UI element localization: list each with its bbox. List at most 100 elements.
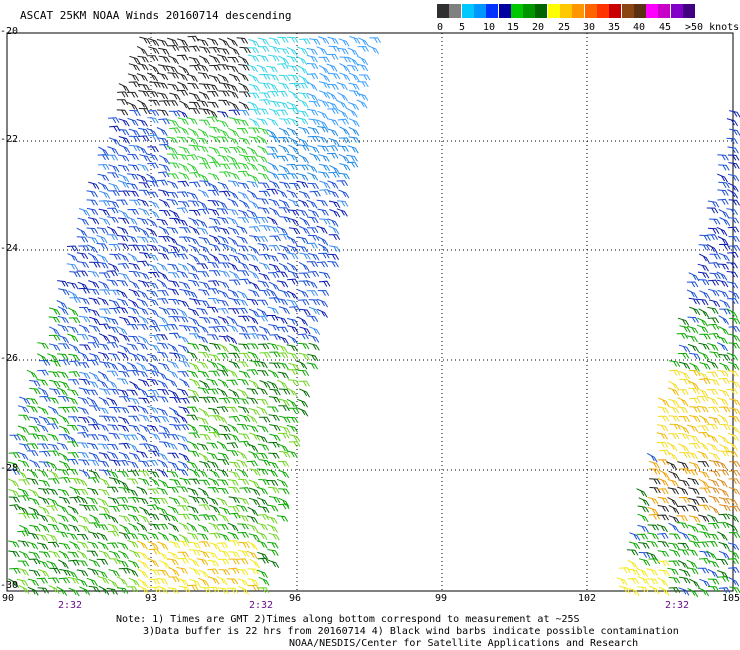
wind-barb <box>249 136 261 144</box>
wind-barb <box>167 461 179 470</box>
wind-barb <box>279 181 291 189</box>
wind-barb <box>107 542 119 549</box>
wind-barb <box>209 217 221 226</box>
wind-barb <box>256 360 268 369</box>
wind-barb <box>718 550 730 560</box>
wind-barb <box>59 568 71 577</box>
wind-barb <box>338 172 350 180</box>
wind-barb <box>298 225 310 235</box>
wind-barb <box>286 299 298 307</box>
wind-barb <box>709 272 721 280</box>
colorbar-label: 40 <box>633 22 646 33</box>
wind-barb <box>678 370 690 380</box>
wind-barb <box>249 360 261 368</box>
wind-barb <box>697 450 709 460</box>
wind-barb <box>326 101 339 110</box>
wind-barb <box>238 370 251 379</box>
wind-barb <box>658 469 670 480</box>
wind-barb <box>179 100 190 110</box>
wind-barb <box>156 452 168 461</box>
wind-barb <box>228 433 240 442</box>
wind-barb <box>257 280 270 288</box>
wind-barb <box>249 226 261 233</box>
wind-barb <box>78 315 91 323</box>
wind-barb <box>717 154 729 161</box>
wind-barb <box>228 415 241 422</box>
wind-barb <box>318 171 330 179</box>
wind-barb <box>38 569 50 578</box>
wind-barb <box>686 549 698 557</box>
wind-barb <box>106 154 119 161</box>
wind-barb <box>87 359 99 366</box>
wind-barb <box>226 244 238 254</box>
wind-barb <box>136 173 148 183</box>
wind-barb <box>146 227 158 237</box>
wind-barb <box>99 217 111 226</box>
wind-barb <box>58 334 70 344</box>
wind-barb <box>316 46 328 55</box>
wind-barb <box>227 531 239 540</box>
wind-barb <box>26 397 39 405</box>
wind-barb <box>186 262 198 273</box>
wind-barb <box>226 442 239 449</box>
wind-barb <box>98 333 110 343</box>
wind-barb <box>247 568 259 575</box>
wind-barb <box>278 207 291 214</box>
wind-barb <box>257 399 269 406</box>
wind-barb <box>99 308 111 315</box>
wind-barb <box>726 352 739 361</box>
wind-barb <box>138 271 150 280</box>
wind-barb <box>226 37 238 47</box>
wind-barb <box>137 560 149 569</box>
wind-barb <box>707 514 719 524</box>
colorbar-swatch <box>596 4 609 18</box>
wind-barb <box>348 136 361 144</box>
wind-barb <box>229 146 241 154</box>
wind-barb <box>76 541 89 549</box>
wind-barb <box>88 371 100 381</box>
wind-barb <box>158 189 170 197</box>
wind-barb <box>276 90 288 97</box>
wind-barb <box>216 208 229 215</box>
wind-barb <box>276 189 288 199</box>
wind-barb <box>97 379 109 389</box>
wind-barb <box>726 208 738 216</box>
wind-barb <box>186 522 198 532</box>
wind-barb <box>698 557 711 564</box>
wind-barb <box>727 251 739 258</box>
wind-barb <box>346 161 359 168</box>
wind-barb <box>646 578 659 585</box>
wind-barb <box>176 253 189 260</box>
wind-barb <box>87 252 99 263</box>
wind-barb <box>126 91 139 98</box>
wind-barb <box>127 101 139 111</box>
wind-barb <box>658 397 670 407</box>
wind-barb <box>217 452 230 460</box>
wind-barb <box>228 163 241 170</box>
wind-barb <box>166 199 179 206</box>
wind-barb <box>168 251 180 258</box>
wind-barb <box>37 587 50 594</box>
wind-barb <box>118 180 130 189</box>
wind-barb <box>68 371 81 378</box>
wind-barb <box>188 558 200 567</box>
wind-barb <box>37 443 49 450</box>
wind-barb <box>706 423 719 430</box>
wind-barb <box>296 55 308 66</box>
wind-barb <box>718 354 731 361</box>
wind-barb <box>18 550 30 560</box>
wind-barb <box>17 425 29 434</box>
wind-barb <box>286 36 299 43</box>
wind-barb <box>148 477 160 487</box>
wind-barb <box>307 135 320 142</box>
wind-barb <box>347 101 360 111</box>
wind-barb <box>239 487 251 494</box>
wind-barb <box>159 560 171 569</box>
wind-barb <box>176 218 188 227</box>
wind-barb <box>298 190 311 199</box>
wind-barb <box>246 369 259 376</box>
wind-barb <box>218 550 230 558</box>
wind-barb <box>106 397 118 406</box>
wind-barb <box>197 189 209 198</box>
wind-barb <box>726 497 738 506</box>
